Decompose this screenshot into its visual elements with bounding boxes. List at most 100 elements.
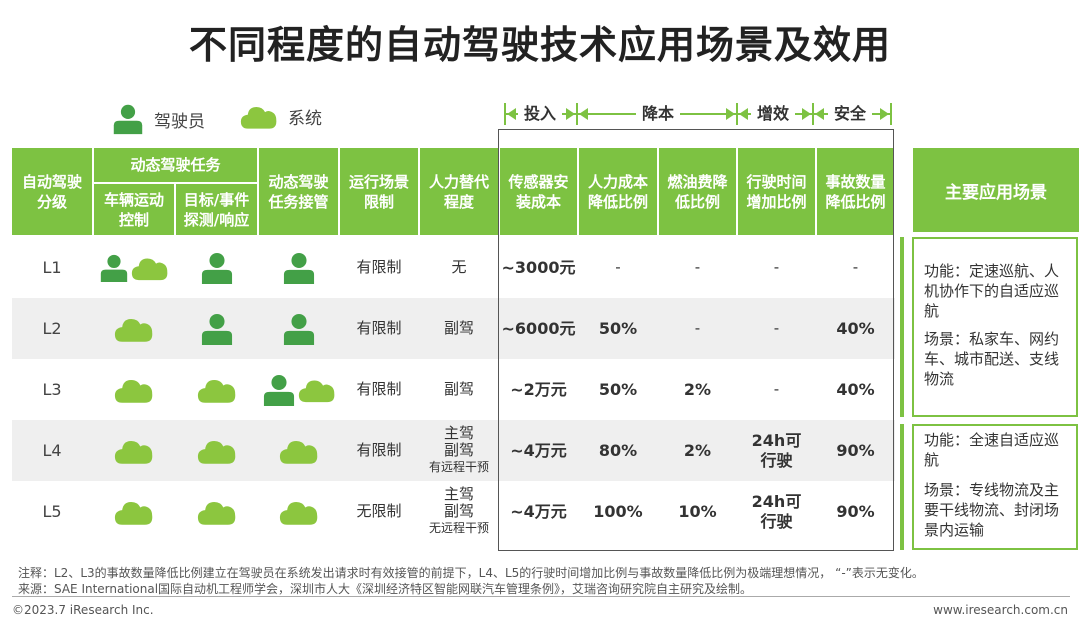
category-efficiency: 增效	[751, 103, 796, 125]
replace-text: 主驾	[443, 424, 474, 442]
panel-bar-1	[900, 237, 904, 417]
legend-system: 系统	[240, 103, 322, 130]
driver-icon	[262, 374, 296, 406]
table-row-l2: L2 有限制 副驾 ~6000元 50% - - 40%	[12, 298, 895, 359]
driver-icon	[200, 252, 234, 284]
replace-text: 副驾	[443, 502, 474, 520]
sensor-cell: ~3000元	[501, 258, 576, 277]
motion-cell	[94, 237, 174, 298]
header-labor: 人力成本降低比例	[579, 148, 657, 235]
category-tick	[504, 103, 506, 125]
fallback-cell	[259, 481, 338, 542]
fuel-cell: 2%	[683, 380, 712, 399]
odd-cell: 有限制	[356, 441, 402, 459]
footer-divider	[12, 596, 1070, 597]
accident-cell: -	[852, 258, 859, 276]
replace-note: 有远程干预	[428, 460, 489, 474]
arrow-left-icon	[815, 108, 824, 120]
system-icon	[131, 255, 169, 281]
system-icon	[240, 103, 278, 130]
fallback-cell	[259, 298, 338, 359]
header-replace: 人力替代程度	[420, 148, 498, 235]
system-icon	[114, 315, 154, 343]
page-title: 不同程度的自动驾驶技术应用场景及效用	[188, 23, 891, 67]
labor-cell: -	[615, 258, 621, 276]
driver-icon	[282, 252, 316, 284]
fallback-cell	[259, 237, 338, 298]
copyright: ©2023.7 iResearch Inc.	[12, 603, 154, 617]
fuel-cell: 10%	[678, 502, 717, 521]
accident-cell: 90%	[836, 441, 875, 460]
fuel-cell: 2%	[683, 441, 712, 460]
sensor-cell: ~6000元	[501, 319, 576, 338]
oedr-cell	[176, 481, 257, 542]
legend-driver: 驾驶员	[112, 103, 205, 135]
category-cost: 降本	[636, 103, 681, 125]
replace-text: 无	[451, 258, 467, 276]
motion-cell	[94, 298, 174, 359]
odd-cell: 有限制	[356, 319, 402, 337]
driver-icon	[200, 313, 234, 345]
system-icon	[298, 376, 336, 404]
time-cell: -	[773, 380, 780, 398]
table-row-l1: L1 有限制 无 ~3000元 - - - -	[12, 237, 895, 298]
replace-text: 主驾	[443, 485, 474, 503]
system-icon	[279, 437, 319, 465]
driver-icon	[282, 313, 316, 345]
website-url: www.iresearch.com.cn	[933, 603, 1068, 617]
system-icon	[279, 498, 319, 526]
header-fallback: 动态驾驶任务接管	[259, 148, 338, 235]
replace-text: 副驾	[443, 319, 474, 337]
replace-cell: 主驾 副驾 有远程干预	[420, 420, 498, 481]
arrow-right-icon	[726, 108, 735, 120]
replace-text: 副驾	[443, 441, 474, 459]
arrow-left-icon	[507, 108, 516, 120]
driver-icon	[99, 254, 129, 282]
category-tick	[890, 103, 892, 125]
replace-cell: 无	[420, 237, 498, 298]
level-cell: L4	[42, 441, 62, 460]
fallback-cell	[259, 420, 338, 481]
header-ddt: 动态驾驶任务	[94, 148, 257, 182]
labor-cell: 50%	[598, 319, 638, 338]
system-icon	[114, 498, 154, 526]
category-tick	[576, 103, 578, 125]
category-invest: 投入	[518, 103, 563, 125]
system-icon	[197, 437, 237, 465]
oedr-cell	[176, 298, 257, 359]
category-tick	[812, 103, 814, 125]
table-row-l5: L5 无限制 主驾 副驾 无远程干预 ~4万元 100% 10% 24h可行驶 …	[12, 481, 895, 542]
labor-cell: 80%	[598, 441, 638, 460]
metrics-outline	[498, 129, 894, 551]
level-cell: L2	[42, 319, 62, 338]
oedr-cell	[176, 420, 257, 481]
odd-cell: 有限制	[356, 258, 402, 276]
legend-system-label: 系统	[288, 109, 322, 129]
panel-bar-2	[900, 424, 904, 550]
motion-cell	[94, 481, 174, 542]
source-text: 来源：SAE International国际自动机工程师学会，深圳市人大《深圳经…	[18, 582, 753, 596]
arrow-left-icon	[579, 108, 588, 120]
driver-icon	[112, 103, 144, 135]
accident-cell: 40%	[836, 380, 875, 399]
replace-cell: 主驾 副驾 无远程干预	[420, 481, 498, 542]
time-cell: -	[773, 258, 780, 276]
arrow-right-icon	[880, 108, 889, 120]
table-row-l3: L3 有限制 副驾 ~2万元 50% 2% - 40%	[12, 359, 895, 420]
scene-panel-l1-l3: 功能：定速巡航、人机协作下的自适应巡航 场景：私家车、网约车、城市配送、支线物流	[912, 237, 1078, 417]
sensor-cell: ~4万元	[510, 502, 567, 521]
oedr-cell	[176, 237, 257, 298]
header-fuel: 燃油费降低比例	[659, 148, 736, 235]
header-main-scenes: 主要应用场景	[913, 148, 1079, 232]
replace-cell: 副驾	[420, 359, 498, 420]
header-time: 行驶时间增加比例	[738, 148, 815, 235]
system-icon	[114, 376, 154, 404]
panel-scene: 场景：私家车、网约车、城市配送、支线物流	[924, 330, 1060, 388]
replace-cell: 副驾	[420, 298, 498, 359]
motion-cell	[94, 359, 174, 420]
header-oedr: 目标/事件探测/响应	[176, 184, 257, 235]
panel-function: 功能：定速巡航、人机协作下的自适应巡航	[924, 262, 1060, 320]
replace-note: 无远程干预	[428, 521, 489, 535]
time-cell: 24h可行驶	[751, 491, 802, 531]
accident-cell: 40%	[836, 319, 875, 338]
